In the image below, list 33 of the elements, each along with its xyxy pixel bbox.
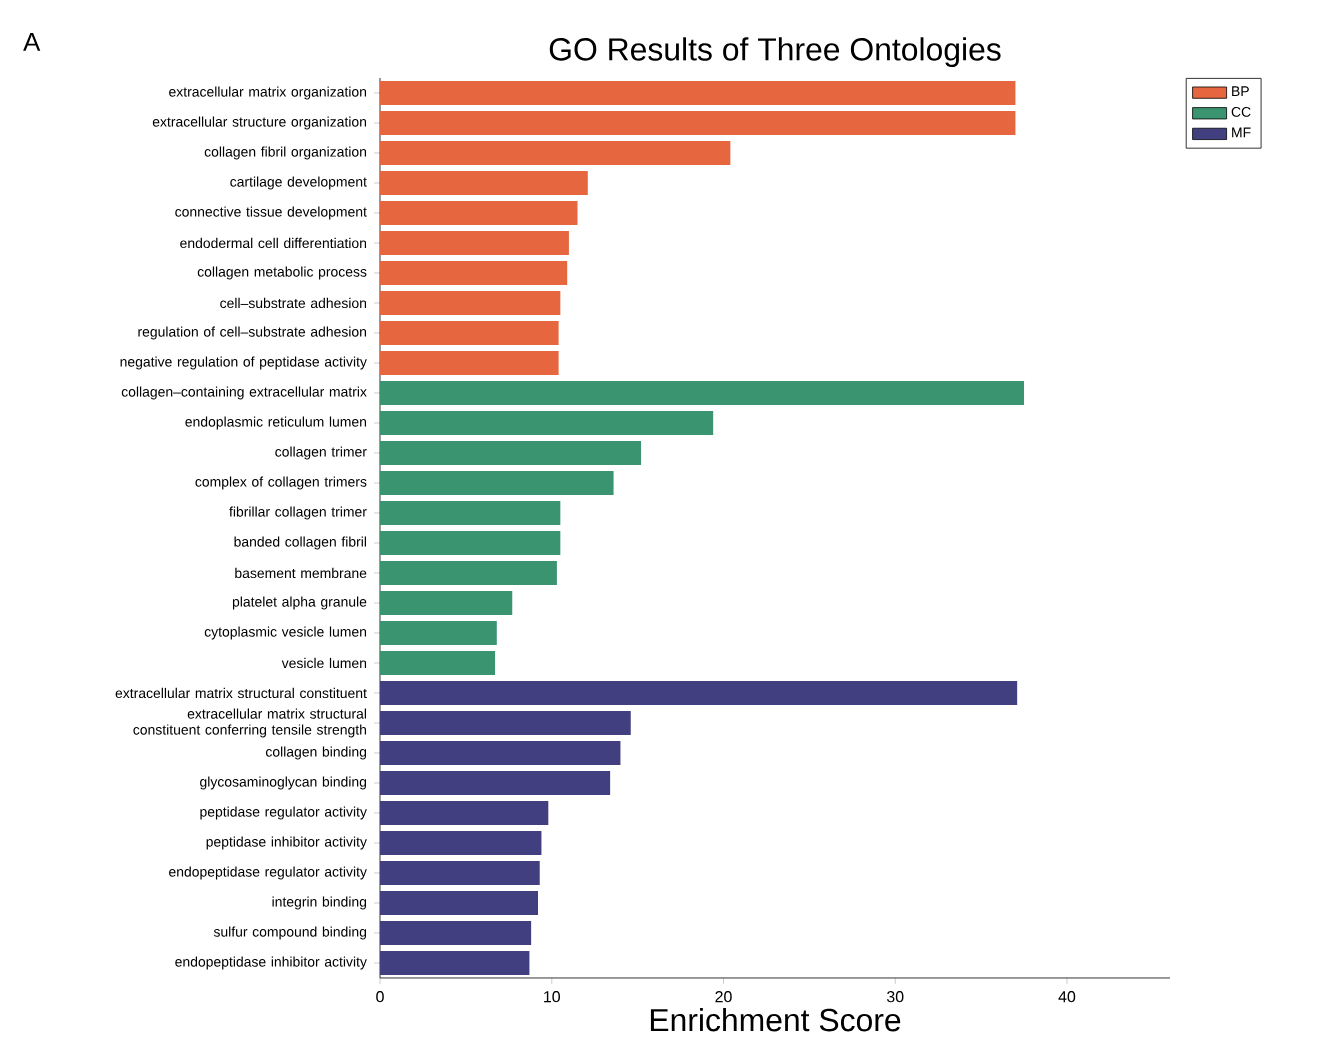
chart-title: GO Results of Three Ontologies [549,37,1001,67]
bar [380,650,496,675]
bar [380,230,569,255]
bar [380,800,549,825]
bar [380,710,631,735]
bar [380,260,568,285]
text: A [23,33,41,51]
bar [380,530,561,555]
x-axis-title: Enrichment Score [650,1007,901,1032]
bar [380,140,731,165]
bar [380,860,540,885]
bar [380,170,588,195]
bar [380,410,714,435]
bar [380,80,1016,105]
bar [380,830,542,855]
bar [380,620,497,645]
bar [380,380,1025,405]
bar [380,500,561,525]
bar [380,770,611,795]
bar [380,950,530,975]
bar [380,740,621,765]
bar [380,110,1016,135]
bar [380,470,614,495]
bar [380,590,513,615]
bar [380,680,1018,705]
bar [380,200,578,225]
bar [380,890,539,915]
bar [380,560,557,585]
bar [380,350,559,375]
bar [380,290,561,315]
bar [380,440,642,465]
bar [380,320,559,345]
bar [380,920,532,945]
